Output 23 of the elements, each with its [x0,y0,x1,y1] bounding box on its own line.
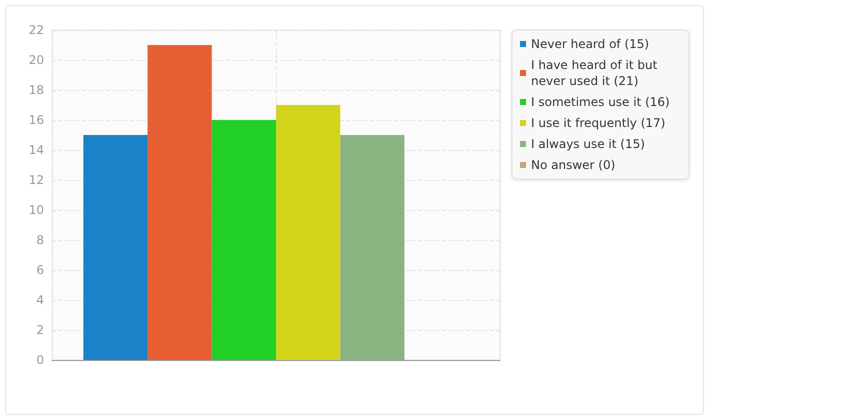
legend-label: I have heard of it but never used it (21) [531,58,662,88]
y-tick-label: 12 [28,173,44,187]
bar [148,45,212,360]
y-tick-label: 18 [28,83,44,97]
legend-label: No answer (0) [531,158,616,172]
y-tick-label: 16 [28,113,44,127]
legend-label: I always use it (15) [531,137,645,151]
y-tick-label: 4 [36,293,44,307]
y-tick-label: 6 [36,263,44,277]
y-tick-label: 22 [28,23,44,37]
legend-label: I use it frequently (17) [531,116,666,130]
y-tick-label: 8 [36,233,44,247]
y-tick-label: 2 [36,323,44,337]
y-tick-label: 0 [36,353,44,367]
y-tick-label: 10 [28,203,44,217]
legend-label: I sometimes use it (16) [531,95,670,109]
bar [276,105,340,360]
bar [340,135,404,360]
bar [212,120,276,360]
bar [83,135,148,360]
y-tick-label: 20 [28,53,44,67]
legend-label: Never heard of (15) [531,37,650,51]
y-tick-label: 14 [28,143,44,157]
